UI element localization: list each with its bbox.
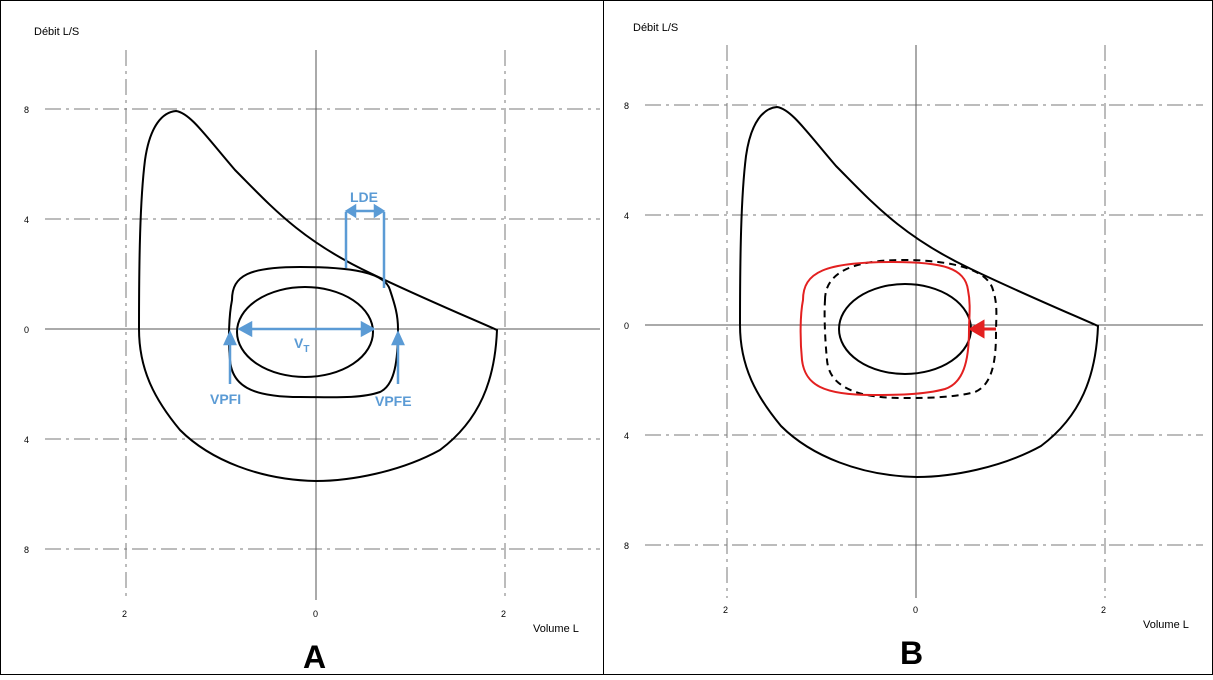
y-tick-label: 8 bbox=[24, 545, 29, 555]
flow-volume-diagram-a: Débit L/S Volume L 8 4 0 4 8 2 0 2 LDE V… bbox=[24, 26, 600, 675]
rest-tidal-loop bbox=[838, 283, 972, 375]
panel-divider bbox=[603, 0, 604, 675]
panel-b: Débit L/S Volume L 8 4 0 4 8 2 0 2 B bbox=[603, 0, 1211, 680]
y-tick-label: 4 bbox=[624, 211, 629, 221]
y-tick-label: 8 bbox=[624, 541, 629, 551]
max-flow-volume-curve bbox=[738, 105, 1100, 479]
lde-arrow-left-head bbox=[344, 203, 357, 219]
grid-b bbox=[645, 45, 1203, 598]
exercise-loop-dashed bbox=[823, 258, 998, 400]
grid-a bbox=[45, 50, 600, 600]
vt-arrow-right-head bbox=[360, 320, 376, 338]
vt-label: VT bbox=[294, 335, 309, 355]
y-tick-label: 8 bbox=[24, 105, 29, 115]
y-tick-label: 0 bbox=[624, 321, 629, 331]
y-axis-label: Débit L/S bbox=[34, 26, 79, 38]
lde-arrow-right-head bbox=[373, 203, 386, 219]
shift-arrow bbox=[968, 319, 996, 339]
axes-a bbox=[45, 50, 600, 600]
x-tick-label: 2 bbox=[501, 609, 506, 619]
vpfe-arrow-head bbox=[391, 329, 405, 346]
panel-letter-b: B bbox=[900, 635, 923, 671]
exercise-tidal-loop bbox=[227, 265, 400, 399]
flow-volume-diagram-b: Débit L/S Volume L 8 4 0 4 8 2 0 2 B bbox=[624, 22, 1203, 671]
y-axis-label: Débit L/S bbox=[633, 22, 678, 34]
exercise-loop-red bbox=[799, 260, 971, 397]
x-axis-label: Volume L bbox=[1143, 619, 1189, 631]
y-tick-label: 4 bbox=[24, 215, 29, 225]
vpfi-arrow-head bbox=[223, 329, 237, 346]
x-tick-label: 0 bbox=[913, 605, 918, 615]
y-tick-label: 8 bbox=[624, 101, 629, 111]
x-axis-label: Volume L bbox=[533, 623, 579, 635]
panel-letter-a: A bbox=[303, 639, 326, 675]
y-tick-label: 4 bbox=[624, 431, 629, 441]
vpfe-label: VPFE bbox=[375, 393, 412, 409]
vt-arrow-left-head bbox=[237, 320, 253, 338]
y-tick-label: 4 bbox=[24, 435, 29, 445]
x-tick-label: 2 bbox=[1101, 605, 1106, 615]
x-tick-label: 2 bbox=[723, 605, 728, 615]
annotations-a bbox=[223, 203, 405, 384]
panel-a: Débit L/S Volume L 8 4 0 4 8 2 0 2 LDE V… bbox=[0, 0, 603, 680]
rest-tidal-loop bbox=[236, 286, 374, 378]
x-tick-label: 0 bbox=[313, 609, 318, 619]
x-tick-label: 2 bbox=[122, 609, 127, 619]
lde-label: LDE bbox=[350, 189, 378, 205]
axes-b bbox=[645, 45, 1203, 598]
vpfi-label: VPFI bbox=[210, 391, 241, 407]
max-flow-volume-curve bbox=[137, 109, 499, 483]
y-tick-label: 0 bbox=[24, 325, 29, 335]
shift-arrow-head bbox=[968, 319, 985, 339]
